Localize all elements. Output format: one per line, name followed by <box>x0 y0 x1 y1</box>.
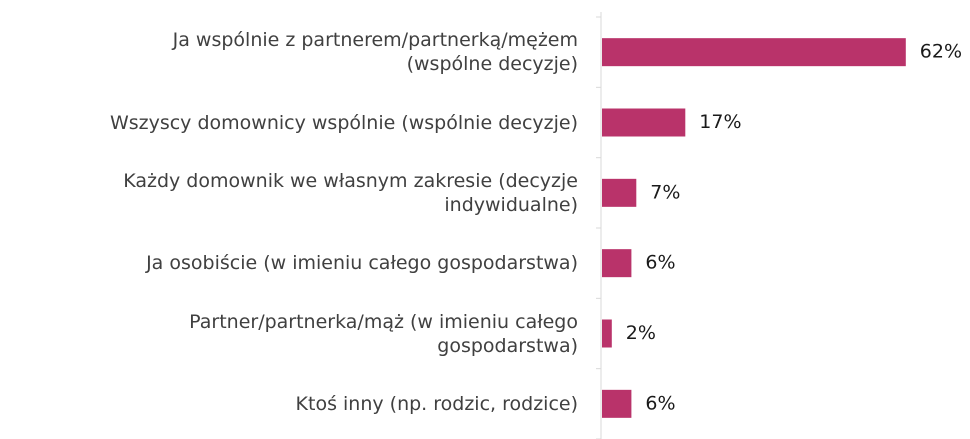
category-label: Partner/partnerka/mąż (w imieniu całego … <box>189 310 578 357</box>
bar <box>602 319 612 348</box>
category-label: Ktoś inny (np. rodzic, rodzice) <box>295 392 578 415</box>
bar <box>602 178 637 207</box>
category-label: Wszyscy domownicy wspólnie (wspólnie dec… <box>109 111 578 134</box>
value-label: 6% <box>645 392 675 414</box>
value-label: 62% <box>920 41 962 63</box>
bar <box>602 108 686 137</box>
bar <box>602 249 632 278</box>
bar <box>602 38 906 67</box>
bar <box>602 389 632 418</box>
value-label: 7% <box>650 181 680 203</box>
category-label: Każdy domownik we własnym zakresie (decy… <box>123 169 578 216</box>
value-label: 6% <box>645 252 675 274</box>
category-label: Ja wspólnie z partnerem/partnerką/mężem … <box>172 29 578 76</box>
value-label: 17% <box>699 111 741 133</box>
value-label: 2% <box>626 322 656 344</box>
category-label: Ja osobiście (w imieniu całego gospodars… <box>146 252 578 275</box>
